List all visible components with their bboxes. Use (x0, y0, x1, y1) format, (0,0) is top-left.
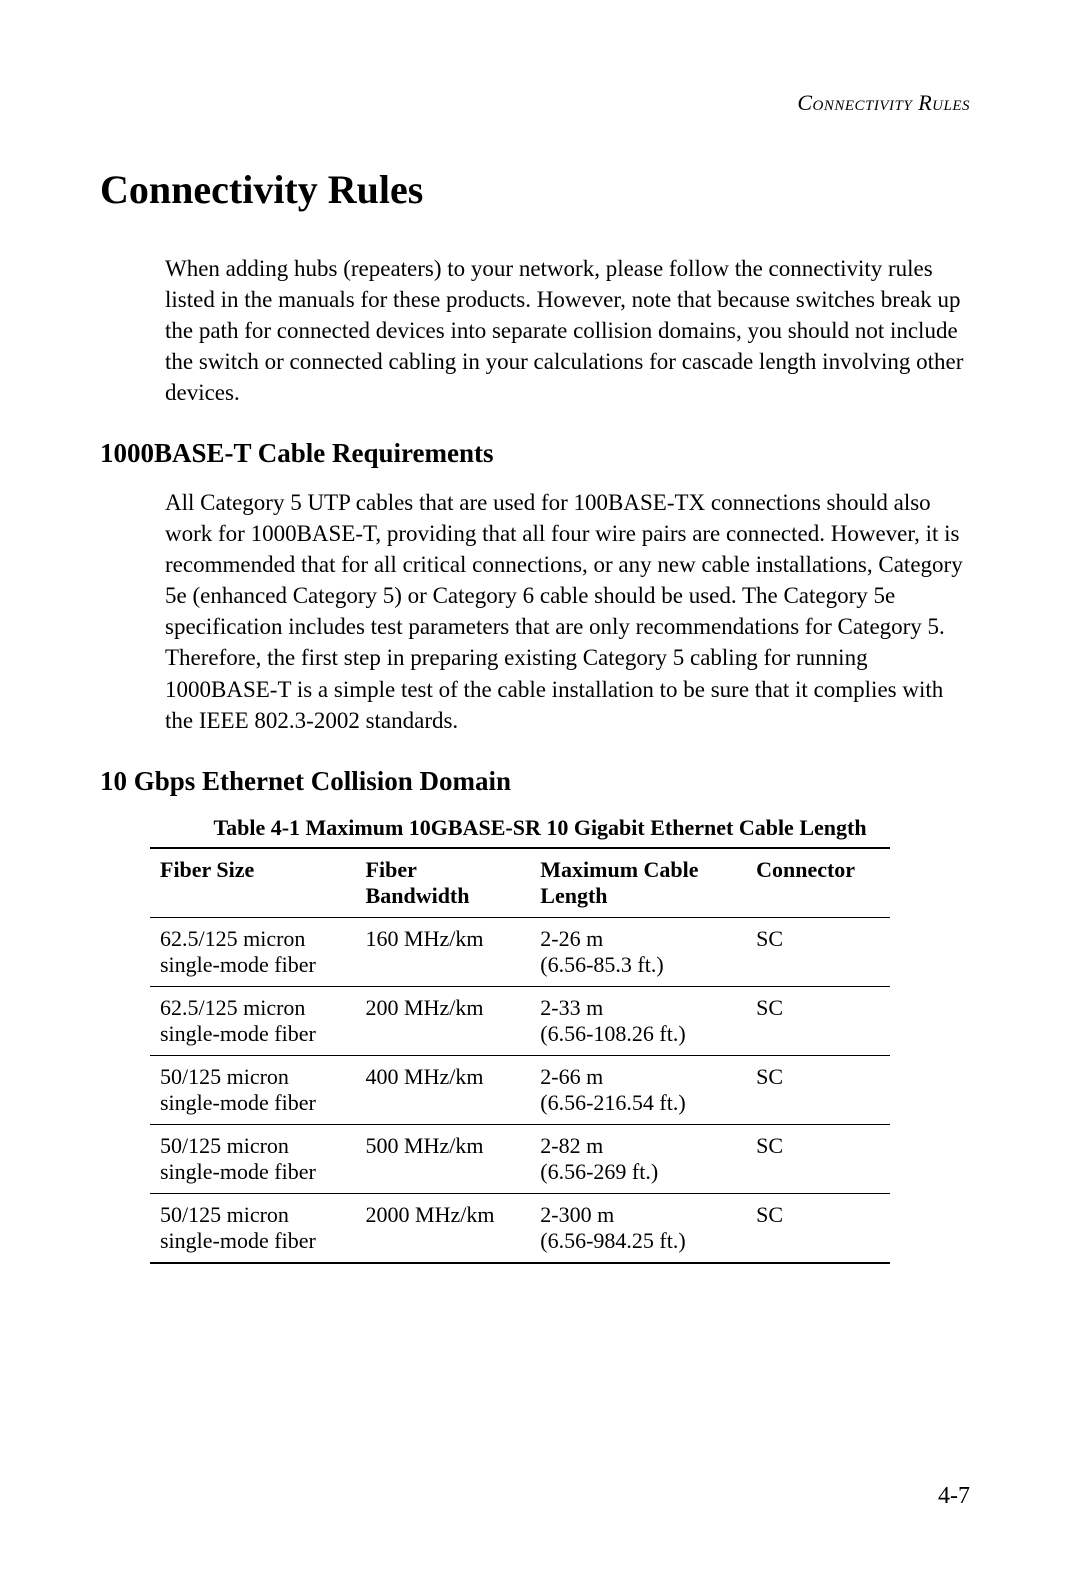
table-cell-bandwidth: 160 MHz/km (356, 917, 531, 986)
table-header-connector: Connector (746, 848, 890, 918)
cell-text: 50/125 micron (160, 1064, 346, 1090)
table-row: 50/125 micron single-mode fiber 500 MHz/… (150, 1124, 890, 1193)
cell-text: single-mode fiber (160, 1021, 346, 1047)
table-cell-bandwidth: 500 MHz/km (356, 1124, 531, 1193)
cell-text: 2-82 m (540, 1133, 736, 1159)
cell-text: 2-33 m (540, 995, 736, 1021)
cell-text: (6.56-108.26 ft.) (540, 1021, 736, 1047)
cell-text: 62.5/125 micron (160, 926, 346, 952)
cell-text: 400 MHz/km (366, 1064, 521, 1090)
table-header-row: Fiber Size Fiber Bandwidth Maximum Cable… (150, 848, 890, 918)
cell-text: 50/125 micron (160, 1133, 346, 1159)
table-cell-max-length: 2-300 m (6.56-984.25 ft.) (530, 1193, 746, 1263)
cell-text: SC (756, 1133, 880, 1159)
table-cell-connector: SC (746, 917, 890, 986)
table-caption: Table 4-1 Maximum 10GBASE-SR 10 Gigabit … (100, 815, 980, 841)
table-cell-connector: SC (746, 1055, 890, 1124)
cell-text: (6.56-269 ft.) (540, 1159, 736, 1185)
cell-text: 2000 MHz/km (366, 1202, 521, 1228)
section-heading-10gbps: 10 Gbps Ethernet Collision Domain (100, 766, 980, 797)
cell-text: (6.56-85.3 ft.) (540, 952, 736, 978)
table-cell-fiber-size: 50/125 micron single-mode fiber (150, 1124, 356, 1193)
table-cell-connector: SC (746, 1193, 890, 1263)
table-cell-max-length: 2-26 m (6.56-85.3 ft.) (530, 917, 746, 986)
table-row: 62.5/125 micron single-mode fiber 160 MH… (150, 917, 890, 986)
table-cell-connector: SC (746, 1124, 890, 1193)
header-text: Length (540, 883, 736, 909)
header-text: Connector (756, 857, 880, 883)
table-cell-fiber-size: 50/125 micron single-mode fiber (150, 1193, 356, 1263)
cell-text: 2-300 m (540, 1202, 736, 1228)
table-header-bandwidth: Fiber Bandwidth (356, 848, 531, 918)
page-title: Connectivity Rules (100, 166, 980, 213)
table-cell-connector: SC (746, 986, 890, 1055)
running-header: Connectivity Rules (100, 90, 980, 116)
table-cell-max-length: 2-33 m (6.56-108.26 ft.) (530, 986, 746, 1055)
cell-text: 2-66 m (540, 1064, 736, 1090)
header-text: Fiber (366, 857, 521, 883)
section1-paragraph: All Category 5 UTP cables that are used … (165, 487, 970, 735)
table-cell-max-length: 2-66 m (6.56-216.54 ft.) (530, 1055, 746, 1124)
page-number: 4-7 (938, 1483, 970, 1510)
cell-text: 200 MHz/km (366, 995, 521, 1021)
cell-text: 50/125 micron (160, 1202, 346, 1228)
cell-text: single-mode fiber (160, 952, 346, 978)
table-cell-fiber-size: 62.5/125 micron single-mode fiber (150, 986, 356, 1055)
header-text: Fiber Size (160, 857, 346, 883)
table-cell-bandwidth: 400 MHz/km (356, 1055, 531, 1124)
header-text: Bandwidth (366, 883, 521, 909)
section-heading-1000base-t: 1000BASE-T Cable Requirements (100, 438, 980, 469)
header-text: Maximum Cable (540, 857, 736, 883)
cell-text: 160 MHz/km (366, 926, 521, 952)
table-header-fiber-size: Fiber Size (150, 848, 356, 918)
table-cell-bandwidth: 200 MHz/km (356, 986, 531, 1055)
table-cell-bandwidth: 2000 MHz/km (356, 1193, 531, 1263)
table-cell-fiber-size: 50/125 micron single-mode fiber (150, 1055, 356, 1124)
table-row: 50/125 micron single-mode fiber 400 MHz/… (150, 1055, 890, 1124)
cell-text: SC (756, 926, 880, 952)
table-row: 62.5/125 micron single-mode fiber 200 MH… (150, 986, 890, 1055)
cell-text: single-mode fiber (160, 1159, 346, 1185)
table-cell-max-length: 2-82 m (6.56-269 ft.) (530, 1124, 746, 1193)
cell-text: SC (756, 1202, 880, 1228)
cell-text: single-mode fiber (160, 1228, 346, 1254)
cell-text: (6.56-216.54 ft.) (540, 1090, 736, 1116)
cell-text: 500 MHz/km (366, 1133, 521, 1159)
cell-text: (6.56-984.25 ft.) (540, 1228, 736, 1254)
table-row: 50/125 micron single-mode fiber 2000 MHz… (150, 1193, 890, 1263)
cell-text: SC (756, 995, 880, 1021)
table-header-max-length: Maximum Cable Length (530, 848, 746, 918)
table-cell-fiber-size: 62.5/125 micron single-mode fiber (150, 917, 356, 986)
cell-text: SC (756, 1064, 880, 1090)
cell-text: single-mode fiber (160, 1090, 346, 1116)
cell-text: 62.5/125 micron (160, 995, 346, 1021)
cable-length-table: Fiber Size Fiber Bandwidth Maximum Cable… (150, 847, 890, 1264)
cell-text: 2-26 m (540, 926, 736, 952)
intro-paragraph: When adding hubs (repeaters) to your net… (165, 253, 970, 408)
